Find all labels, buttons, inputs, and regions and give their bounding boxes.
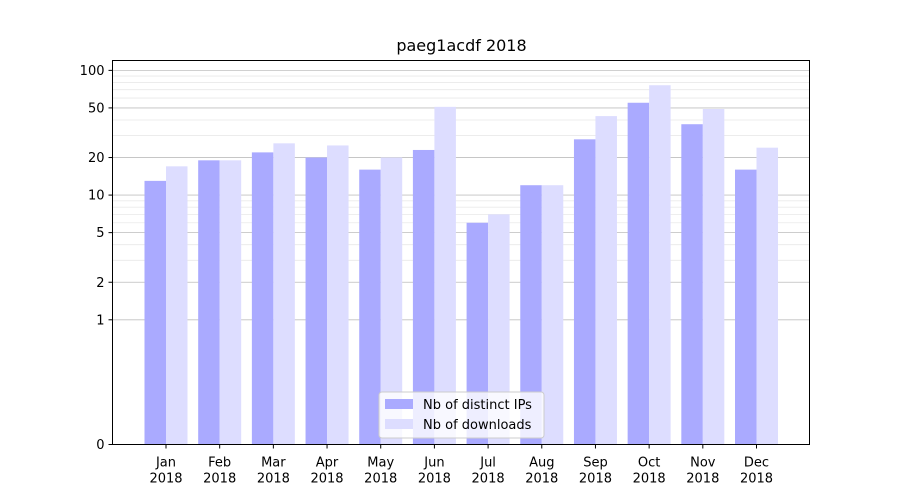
bar [702,109,725,445]
bar [251,152,274,445]
y-tick-label: 1 [96,313,104,328]
legend: Nb of distinct IPs Nb of downloads [378,391,545,439]
bar [520,185,542,445]
plot-frame [112,60,810,445]
x-tick-label: Sep 2018 [579,456,612,487]
bar [273,143,295,445]
x-tick-label: Feb 2018 [203,456,236,487]
legend-label: Nb of distinct IPs [423,398,532,413]
x-tick-label: Oct 2018 [633,456,666,487]
bar [573,139,596,445]
bar [412,149,435,445]
x-tick-label: Nov 2018 [686,456,719,487]
y-tick-label: 50 [88,101,105,116]
bar [541,185,564,445]
bar [327,145,349,445]
x-tick-label: Mar 2018 [257,456,290,487]
bar [627,102,650,445]
chart-title: paeg1acdf 2018 [396,36,526,55]
legend-swatch [385,399,413,409]
bar [735,169,757,445]
bar [649,85,671,445]
y-tick-label: 5 [96,226,104,241]
y-tick-label: 100 [80,64,105,79]
x-tick-label: May 2018 [364,456,397,487]
x-tick-label: Aug 2018 [525,456,558,487]
x-tick-label: Jan 2018 [149,456,182,487]
bar [166,166,188,445]
y-tick-label: 20 [88,151,105,166]
bar [488,214,510,445]
bar [359,169,381,445]
x-tick-label: Dec 2018 [740,456,773,487]
legend-label: Nb of downloads [423,418,532,433]
bar [305,157,328,445]
bar [380,157,403,445]
bar-layer [144,85,778,445]
bar [434,106,456,445]
bar [756,147,778,445]
legend-swatch [385,419,413,429]
bar [144,180,166,445]
bar [198,160,220,445]
legend-box [378,391,545,439]
x-tick-label: Apr 2018 [310,456,343,487]
y-tick-label: 0 [96,438,104,453]
x-tick-label: Jun 2018 [418,456,451,487]
bar [681,124,703,445]
x-axis: Jan 2018 Feb 2018 Mar 2018 Apr 2018 May 2018 Jun 20… [149,444,773,487]
bar [219,160,242,445]
y-axis: 0 1 2 5 10 20 50 100 [80,64,113,453]
bar [595,116,617,445]
y-tick-label: 10 [88,189,105,204]
x-tick-label: Jul 2018 [472,456,505,487]
y-tick-label: 2 [96,276,104,291]
bar [466,222,489,445]
